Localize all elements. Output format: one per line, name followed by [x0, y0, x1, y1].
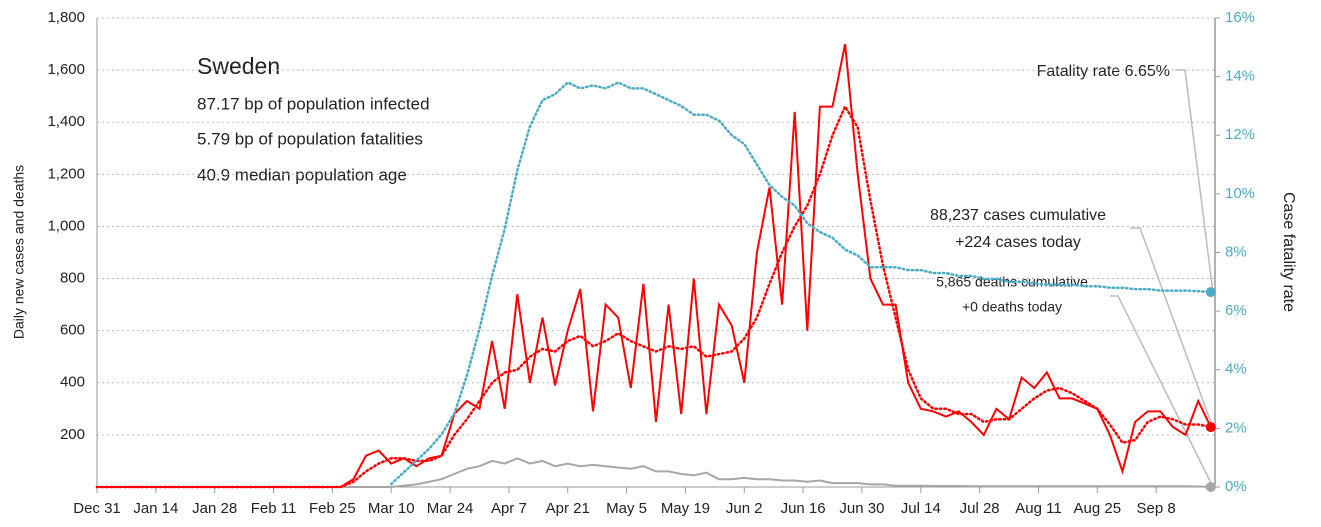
y-tick-label: 1,800 [47, 9, 85, 26]
y2-tick-label: 16% [1225, 9, 1255, 26]
y2-tick-label: 6% [1225, 302, 1247, 319]
y-axis-title: Daily new cases and deaths [11, 165, 27, 339]
x-tick-label: Apr 7 [491, 500, 527, 517]
y-tick-label: 1,200 [47, 165, 85, 182]
x-tick-label: Aug 25 [1074, 500, 1122, 517]
leader-line [1175, 69, 1214, 294]
y2-tick-label: 8% [1225, 243, 1247, 260]
y2-tick-label: 2% [1225, 419, 1247, 436]
y2-tick-label: 14% [1225, 68, 1255, 85]
x-tick-label: Jan 14 [133, 500, 178, 517]
y2-tick-label: 10% [1225, 185, 1255, 202]
y-tick-label: 400 [60, 374, 85, 391]
info-title: Sweden [197, 53, 280, 79]
y2-tick-label: 0% [1225, 478, 1247, 495]
annotation: +0 deaths today [962, 299, 1062, 315]
x-tick-label: Jan 28 [192, 500, 237, 517]
x-tick-label: Jul 28 [960, 500, 1000, 517]
annotation: 5,865 deaths cumulative [936, 274, 1088, 290]
info-line: 87.17 bp of population infected [197, 94, 430, 113]
series-line [97, 43, 1212, 488]
x-tick-label: Feb 25 [309, 500, 356, 517]
y-tick-label: 800 [60, 270, 85, 287]
y2-tick-label: 4% [1225, 361, 1247, 378]
x-tick-label: Dec 31 [73, 500, 121, 517]
annotation: +224 cases today [955, 234, 1081, 251]
series-line [97, 457, 1211, 488]
annotation: Fatality rate 6.65% [1037, 63, 1170, 80]
x-tick-label: Aug 11 [1015, 500, 1061, 517]
x-tick-label: Jul 14 [901, 500, 941, 517]
series-line [95, 103, 1213, 489]
info-line: 40.9 median population age [197, 165, 407, 184]
x-tick-label: Jun 30 [839, 500, 884, 517]
end-marker [1205, 482, 1216, 492]
x-tick-label: May 5 [606, 500, 647, 517]
y2-tick-label: 12% [1225, 126, 1255, 143]
end-marker [1205, 422, 1216, 433]
y-tick-label: 1,000 [47, 217, 85, 234]
x-tick-label: Mar 10 [368, 500, 415, 517]
series-line [389, 81, 1213, 486]
y2-axis-title: Case fatality rate [1280, 192, 1297, 312]
x-tick-label: Apr 21 [546, 500, 590, 517]
x-tick-label: Jun 16 [781, 500, 826, 517]
leader-line [1130, 227, 1214, 429]
info-line: 5.79 bp of population fatalities [197, 129, 423, 148]
y-tick-label: 200 [60, 426, 85, 443]
x-tick-label: May 19 [661, 500, 710, 517]
x-tick-label: Jun 2 [726, 500, 763, 517]
y-tick-label: 1,400 [47, 113, 85, 130]
annotation: 88,237 cases cumulative [930, 207, 1106, 224]
x-tick-label: Mar 24 [427, 500, 474, 517]
y-tick-label: 600 [60, 322, 85, 339]
end-marker [1205, 287, 1216, 298]
x-tick-label: Sep 8 [1137, 500, 1176, 517]
x-tick-label: Feb 11 [251, 500, 297, 517]
y-tick-label: 1,600 [47, 61, 85, 78]
